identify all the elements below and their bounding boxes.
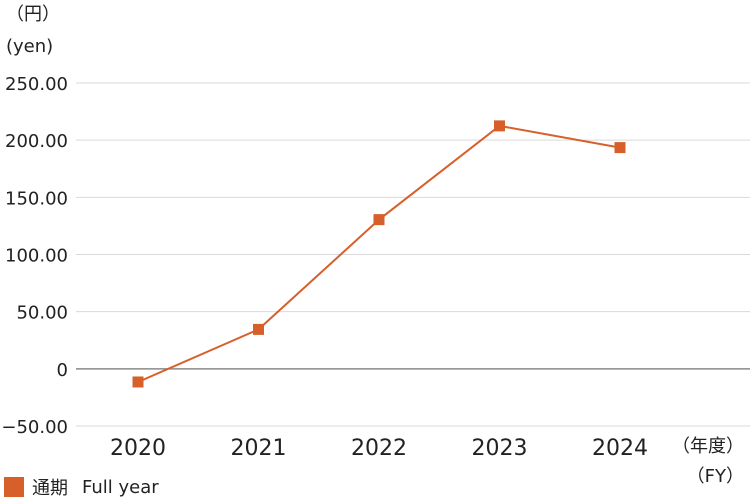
data-point	[373, 214, 385, 226]
series-line	[137, 124, 621, 383]
y-tick-label: 250.00	[5, 74, 68, 95]
x-axis-unit-en: （FY）	[686, 466, 744, 487]
data-point	[494, 120, 505, 132]
x-tick-label: 2020	[110, 436, 166, 461]
y-tick-label: 100.00	[5, 246, 68, 267]
data-point	[614, 142, 626, 154]
y-axis-unit-jp: （円）	[6, 4, 60, 25]
grid-lines	[76, 82, 750, 427]
legend-swatch	[4, 477, 24, 497]
y-tick-label: 150.00	[5, 188, 68, 209]
legend-label-en: Full year	[82, 476, 159, 498]
x-axis-tick-labels: 2020 2021 2022 2023 2024	[110, 436, 648, 461]
data-point	[253, 323, 264, 335]
y-tick-label: 200.00	[5, 131, 68, 152]
x-tick-label: 2023	[472, 436, 528, 461]
legend-label-jp: 通期	[32, 478, 68, 499]
y-tick-label: 0	[57, 360, 68, 381]
data-point	[132, 376, 144, 388]
x-tick-label: 2022	[351, 436, 407, 461]
legend: 通期 Full year	[4, 474, 159, 500]
x-tick-label: 2021	[231, 436, 287, 461]
y-axis-unit-en: (yen)	[6, 36, 54, 57]
x-tick-label: 2024	[592, 436, 648, 461]
y-axis-tick-labels: 250.00 200.00 150.00 100.00 50.00 0 −50.00	[1, 74, 68, 438]
y-tick-label: 50.00	[16, 303, 68, 324]
series-full-year	[132, 120, 626, 388]
x-axis-unit-jp: （年度）	[672, 436, 744, 457]
y-tick-label: −50.00	[1, 417, 68, 438]
